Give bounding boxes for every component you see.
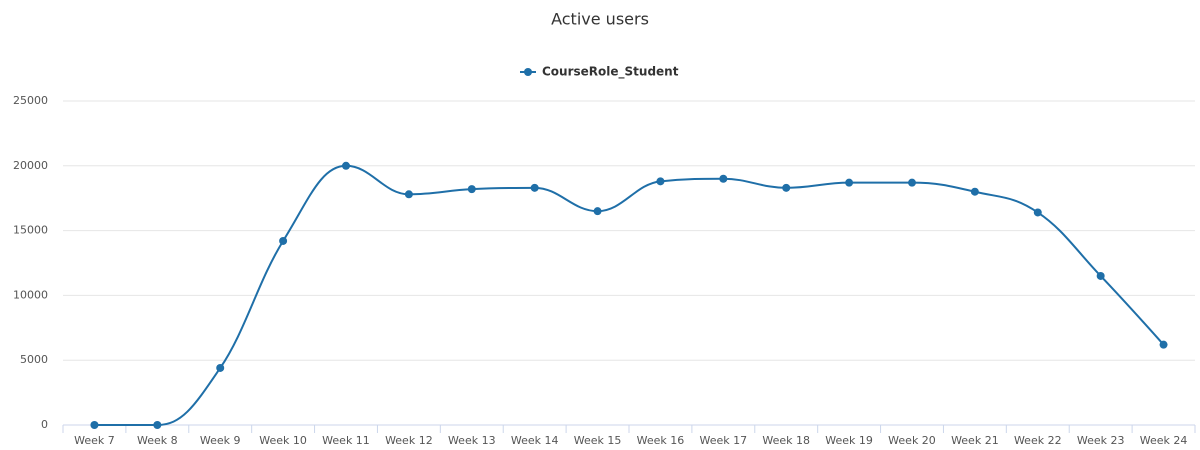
y-tick-label: 10000 <box>13 288 48 301</box>
point <box>782 183 791 192</box>
x-tick-label: Week 13 <box>448 434 496 447</box>
point <box>404 190 413 199</box>
x-tick-label: Week 23 <box>1077 434 1125 447</box>
point <box>845 178 854 187</box>
point <box>908 178 916 187</box>
x-tick-label: Week 8 <box>137 434 178 447</box>
point <box>216 363 225 372</box>
point <box>342 161 350 170</box>
x-tick-label: Week 21 <box>951 434 999 447</box>
point <box>530 183 539 192</box>
y-tick-label: 15000 <box>13 224 48 237</box>
x-tick-label: Week 20 <box>888 434 936 447</box>
y-tick-label: 5000 <box>20 353 48 366</box>
x-tick-label: Week 14 <box>511 434 559 447</box>
x-tick-label: Week 15 <box>574 434 622 447</box>
point <box>593 207 602 216</box>
point <box>90 421 99 429</box>
x-tick-label: Week 12 <box>385 434 433 447</box>
x-tick-label: Week 16 <box>637 434 685 447</box>
point <box>279 236 288 245</box>
x-tick-label: Week 18 <box>762 434 810 447</box>
x-tick-label: Week 10 <box>259 434 307 447</box>
legend-marker <box>524 68 532 76</box>
point <box>719 174 728 183</box>
point <box>153 421 162 429</box>
point <box>1033 208 1042 217</box>
point <box>1159 340 1168 349</box>
x-tick-label: Week 19 <box>825 434 873 447</box>
x-tick-label: Week 22 <box>1014 434 1062 447</box>
point <box>656 177 665 186</box>
legend-label: CourseRole_Student <box>542 65 679 80</box>
x-tick-label: Week 17 <box>700 434 748 447</box>
point <box>970 187 979 196</box>
x-tick-label: Week 9 <box>200 434 241 447</box>
y-tick-label: 25000 <box>13 94 48 107</box>
x-tick-label: Week 24 <box>1140 434 1188 447</box>
line <box>94 164 1165 426</box>
chart-title: Active users <box>551 10 649 29</box>
point <box>467 185 476 194</box>
y-tick-label: 0 <box>41 418 48 431</box>
y-tick-label: 20000 <box>13 159 48 172</box>
x-tick-label: Week 11 <box>322 434 370 447</box>
x-tick-label: Week 7 <box>74 434 115 447</box>
point <box>1096 271 1105 280</box>
